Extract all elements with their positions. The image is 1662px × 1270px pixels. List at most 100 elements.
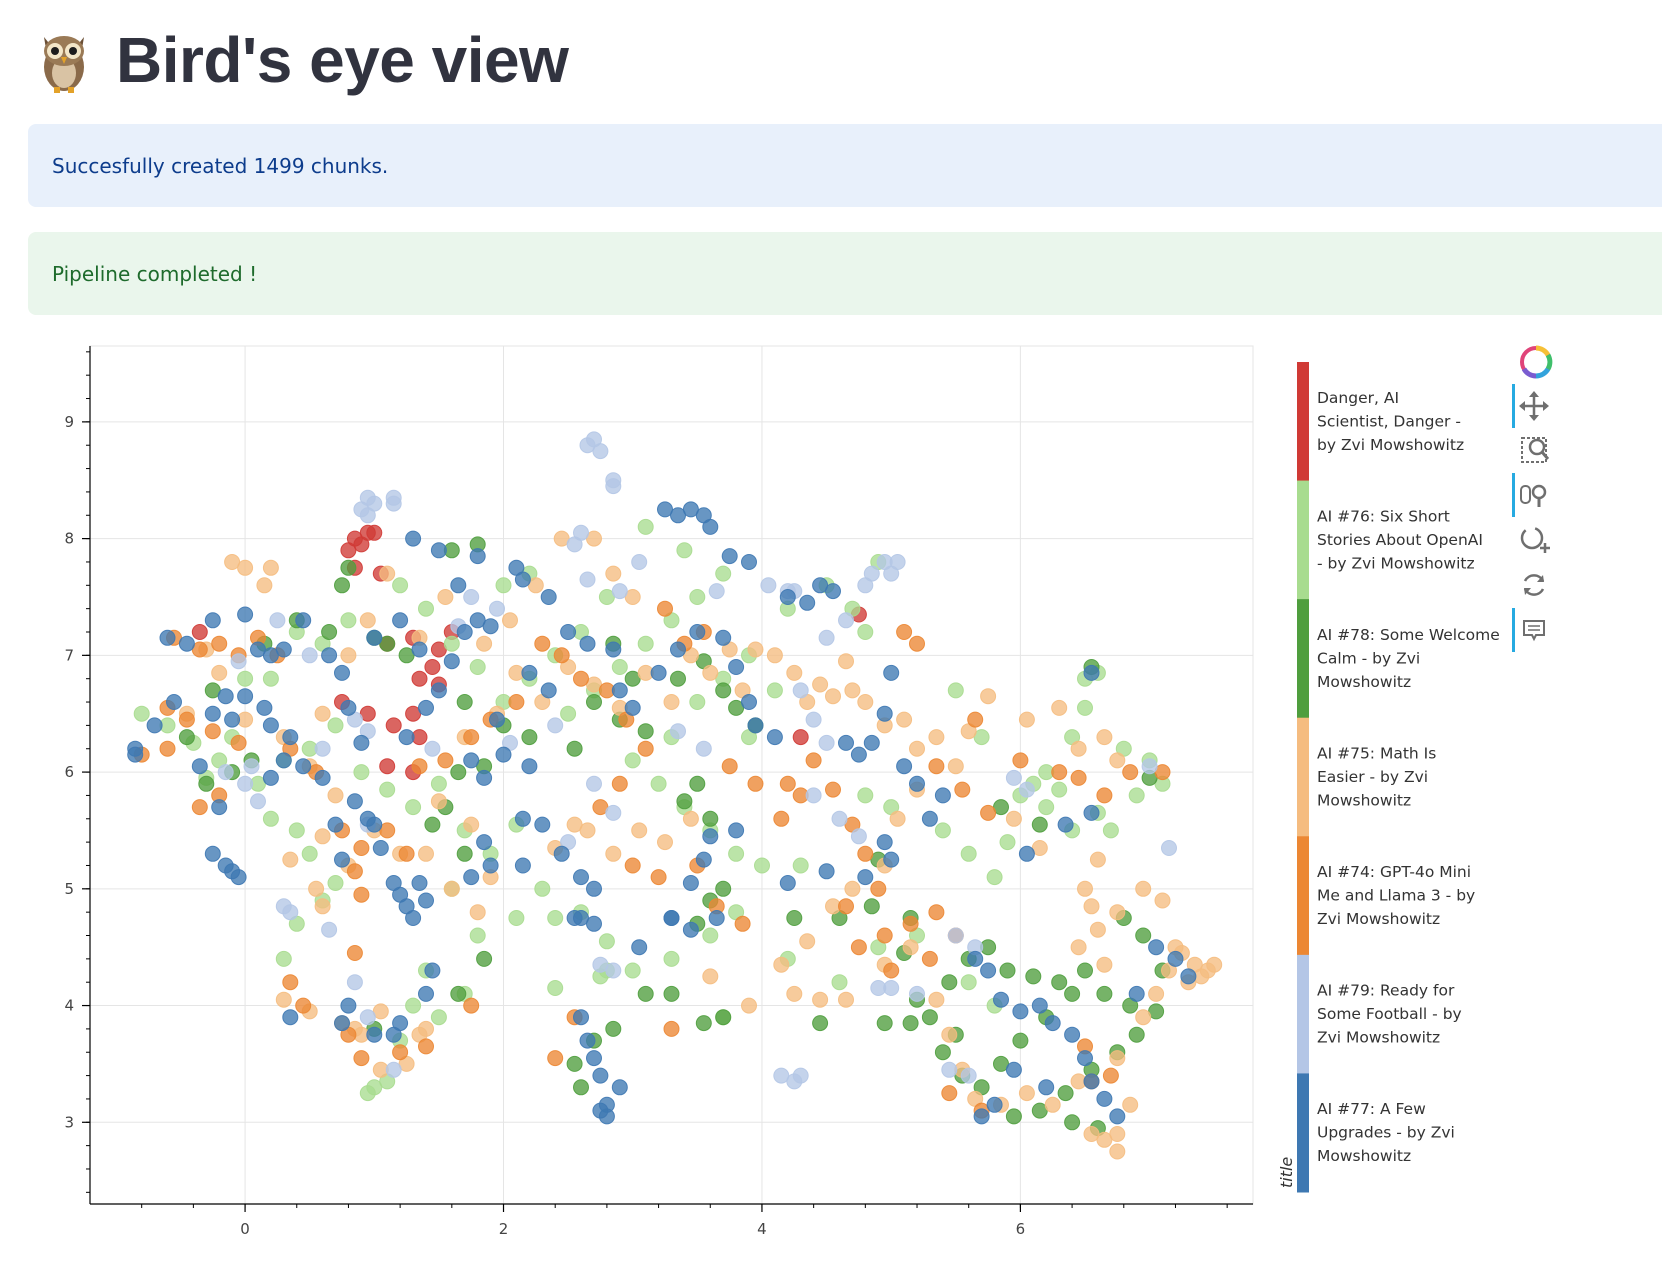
scatter-point <box>450 577 467 594</box>
scatter-point <box>314 705 331 722</box>
scatter-point <box>941 1061 958 1078</box>
legend-entry-label: AI #75: Math Is <box>1317 745 1436 763</box>
scatter-point <box>999 834 1016 851</box>
scatter-point <box>779 875 796 891</box>
scatter-point <box>799 933 816 950</box>
success-alert: Pipeline completed ! <box>28 232 1662 315</box>
scatter-point <box>482 618 499 635</box>
scatter-point <box>967 711 984 728</box>
scatter-point <box>508 694 525 710</box>
scatter-point <box>424 659 441 675</box>
scatter-point <box>702 828 719 845</box>
scatter-point <box>663 985 680 1002</box>
legend-color-segment <box>1297 1073 1309 1193</box>
scatter-point <box>372 840 389 856</box>
scatter-plot[interactable]: 0 2 4 6 3 4 5 6 7 8 9 Danger, AI Scientist, Danger … <box>0 330 1662 1270</box>
scatter-point <box>469 659 486 675</box>
reset-tool-icon[interactable] <box>1523 574 1545 596</box>
wheel-zoom-tool-icon[interactable] <box>1512 473 1547 517</box>
zoom-in-tool-icon[interactable] <box>1520 526 1550 553</box>
scatter-point <box>586 694 602 710</box>
y-tick-label: 6 <box>64 763 74 781</box>
scatter-point <box>237 670 254 687</box>
scatter-point <box>405 799 422 816</box>
scatter-point <box>430 542 447 559</box>
scatter-point <box>818 629 835 646</box>
scatter-point <box>1096 787 1113 804</box>
scatter-point <box>663 950 680 967</box>
owl-icon <box>44 36 84 93</box>
scatter-point <box>605 845 622 862</box>
scatter-point <box>430 1009 447 1026</box>
box-zoom-tool-icon[interactable] <box>1521 437 1550 463</box>
legend-colorbar: Danger, AI Scientist, Danger - by Zvi Mows… <box>1277 362 1500 1193</box>
scatter-point <box>766 647 783 664</box>
scatter-point <box>230 653 247 670</box>
scatter-point <box>1064 1026 1081 1043</box>
scatter-point <box>321 647 338 664</box>
scatter-point <box>353 734 370 751</box>
scatter-point <box>980 688 997 705</box>
scatter-point <box>805 711 822 728</box>
scatter-point <box>928 991 945 1008</box>
scatter-point <box>1096 985 1113 1002</box>
scatter-point <box>702 810 719 827</box>
scatter-point <box>857 624 874 640</box>
scatter-point <box>346 863 363 880</box>
scatter-point <box>282 851 299 868</box>
y-tick-label: 8 <box>64 530 74 548</box>
scatter-point <box>495 577 512 594</box>
scatter-point <box>993 991 1009 1008</box>
scatter-point <box>359 1085 376 1102</box>
legend-entry-label: Mowshowitz <box>1317 673 1411 691</box>
scatter-point <box>1141 758 1158 775</box>
series-group <box>127 501 1197 1125</box>
x-tick-label: 6 <box>1016 1220 1026 1238</box>
scatter-point <box>346 945 363 961</box>
scatter-point <box>870 980 887 996</box>
scatter-point <box>934 822 951 839</box>
scatter-point <box>353 536 370 553</box>
scatter-point <box>469 927 486 944</box>
y-tick-label: 9 <box>64 413 74 431</box>
legend-entry-label: Mowshowitz <box>1317 792 1411 810</box>
y-tick-label: 7 <box>64 646 74 664</box>
scatter-point <box>676 793 693 810</box>
scatter-point <box>825 688 841 705</box>
scatter-point <box>1122 1096 1139 1113</box>
pan-tool-icon[interactable] <box>1512 384 1549 428</box>
scatter-point <box>385 1061 402 1078</box>
scatter-point <box>159 740 176 757</box>
scatter-point <box>909 985 925 1002</box>
scatter-point <box>191 624 208 640</box>
scatter-point <box>217 688 234 705</box>
bokeh-logo-icon[interactable] <box>1520 345 1553 379</box>
plot-axes: 0 2 4 6 3 4 5 6 7 8 9 <box>64 346 1253 1238</box>
scatter-point <box>689 694 706 710</box>
scatter-point <box>598 933 615 950</box>
legend-color-segment <box>1297 362 1309 482</box>
legend-entry-label: Zvi Mowshowitz <box>1317 910 1440 928</box>
legend-entry-label: Zvi Mowshowitz <box>1317 1029 1440 1047</box>
scatter-point <box>844 682 861 699</box>
legend-entry-label: AI #74: GPT-4o Mini <box>1317 863 1471 881</box>
scatter-point <box>1031 816 1048 833</box>
scatter-point <box>443 880 460 897</box>
plot-toolbar[interactable] <box>1512 345 1553 652</box>
scatter-point <box>476 769 493 786</box>
scatter-point <box>405 997 422 1014</box>
scatter-point <box>876 927 893 944</box>
scatter-point <box>876 834 893 851</box>
legend-entry-label: Mowshowitz <box>1317 1147 1411 1165</box>
scatter-point <box>256 699 273 716</box>
hover-tool-icon[interactable] <box>1512 608 1545 652</box>
scatter-point <box>353 840 370 856</box>
scatter-point <box>799 594 816 611</box>
scatter-point <box>256 577 273 594</box>
scatter-point <box>443 653 460 670</box>
scatter-point <box>1167 950 1184 967</box>
scatter-point <box>805 787 822 804</box>
scatter-point <box>301 647 318 664</box>
scatter-point <box>411 758 428 775</box>
legend-entry-label: AI #77: A Few <box>1317 1100 1426 1118</box>
